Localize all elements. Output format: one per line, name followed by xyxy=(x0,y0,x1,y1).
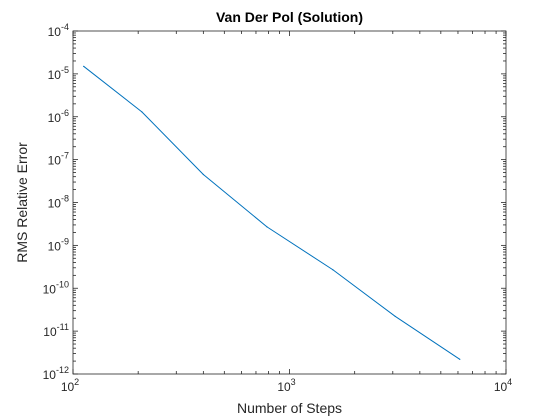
y-tick-exponent: -10 xyxy=(56,279,69,289)
x-tick-exponent: 3 xyxy=(291,377,296,387)
ticks-layer: 102 103 10410-1210-1110-1010-910-810-710-6… xyxy=(43,22,513,394)
y-tick-label: 10-4 xyxy=(48,22,69,39)
y-tick-label: 10-10 xyxy=(43,279,69,296)
x-tick-exponent: 2 xyxy=(74,377,79,387)
y-tick-base: 10 xyxy=(43,368,57,382)
x-tick-base: 10 xyxy=(61,380,75,394)
y-tick-base: 10 xyxy=(48,111,62,125)
x-tick-label: 104 xyxy=(494,377,512,394)
y-tick-label: 10-8 xyxy=(48,194,69,211)
y-tick-base: 10 xyxy=(48,25,62,39)
x-tick-base: 10 xyxy=(277,380,291,394)
y-tick-label: 10-12 xyxy=(43,365,69,382)
data-point xyxy=(141,111,143,113)
y-tick-exponent: -4 xyxy=(61,22,69,32)
y-tick-exponent: -12 xyxy=(56,365,69,375)
y-tick-label: 10-9 xyxy=(48,236,69,253)
data-point xyxy=(459,358,461,360)
y-tick-exponent: -5 xyxy=(61,65,69,75)
y-tick-exponent: -7 xyxy=(61,151,69,161)
x-tick-label: 103 xyxy=(277,377,295,394)
y-tick-base: 10 xyxy=(48,154,62,168)
x-tick-exponent: 4 xyxy=(507,377,512,387)
x-tick-label: 102 xyxy=(61,377,79,394)
y-tick-exponent: -8 xyxy=(61,194,69,204)
y-tick-base: 10 xyxy=(48,68,62,82)
y-axis-label: RMS Relative Error xyxy=(14,142,30,263)
data-point xyxy=(266,226,268,228)
data-point xyxy=(394,315,396,318)
y-tick-label: 10-7 xyxy=(48,151,69,168)
plot-area-background xyxy=(73,31,506,374)
plot-area-border xyxy=(72,30,507,375)
x-tick-base: 10 xyxy=(494,380,508,394)
data-point xyxy=(202,173,204,176)
y-tick-base: 10 xyxy=(43,325,57,339)
y-tick-exponent: -11 xyxy=(57,322,69,332)
x-axis-label: Number of Steps xyxy=(237,400,342,416)
y-tick-base: 10 xyxy=(48,197,62,211)
y-tick-label: 10-5 xyxy=(48,65,69,82)
chart-title: Van Der Pol (Solution) xyxy=(216,9,363,25)
y-tick-base: 10 xyxy=(48,239,62,253)
data-point xyxy=(83,65,85,67)
data-point xyxy=(332,269,334,271)
y-tick-base: 10 xyxy=(43,282,57,296)
y-tick-label: 10-11 xyxy=(43,322,69,339)
y-tick-exponent: -6 xyxy=(61,108,69,118)
y-tick-label: 10-6 xyxy=(48,108,69,125)
y-tick-exponent: -9 xyxy=(61,236,69,246)
series-layer xyxy=(83,65,461,360)
